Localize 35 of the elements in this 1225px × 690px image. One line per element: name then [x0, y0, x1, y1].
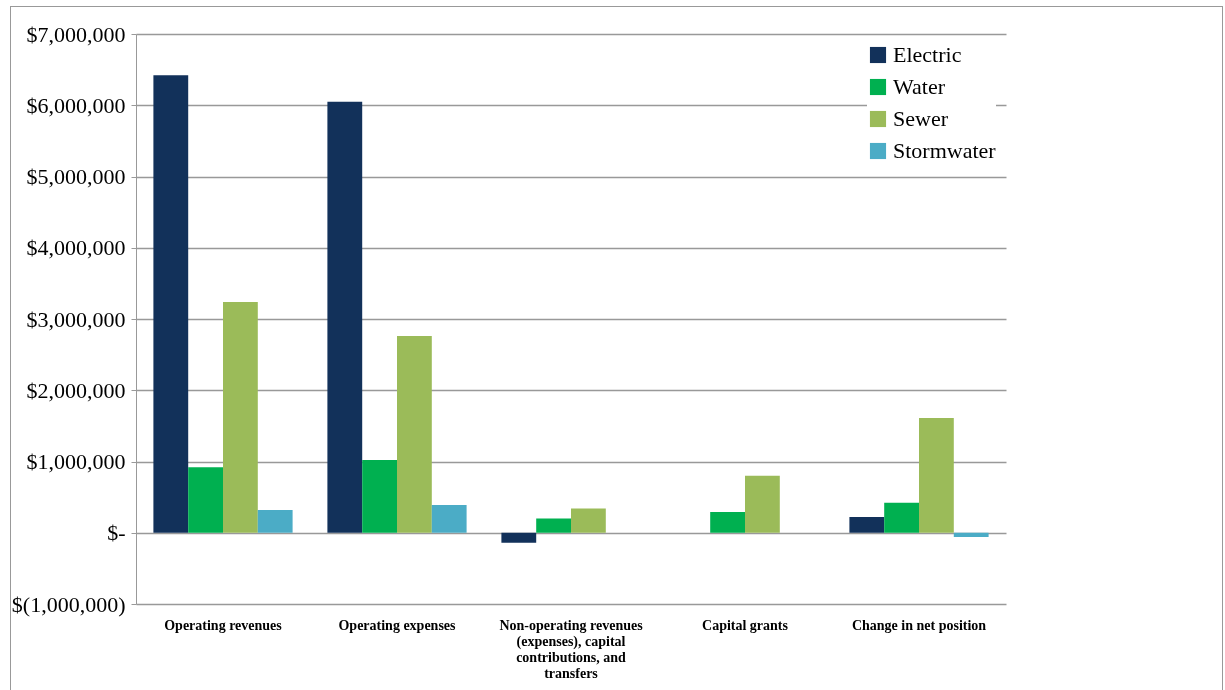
x-tick-label: Change in net position: [851, 617, 987, 633]
bar: [362, 460, 397, 533]
bar: [327, 101, 363, 533]
bar: [397, 336, 432, 533]
bar: [571, 508, 606, 533]
x-tick-label: Operating revenues: [164, 617, 283, 633]
bar: [745, 475, 780, 533]
legend-label: Stormwater: [893, 138, 997, 163]
bar: [953, 532, 989, 538]
bar: [153, 75, 189, 533]
y-tick-label: $6,000,000: [26, 92, 126, 118]
bar: [501, 532, 537, 543]
x-tick-label: Capital grants: [702, 617, 789, 633]
legend-label: Sewer: [893, 106, 949, 131]
y-tick-label: $1,000,000: [26, 449, 126, 474]
bar: [536, 518, 571, 533]
bar: [849, 517, 885, 533]
bar: [188, 467, 223, 533]
x-tick-label: Operating expenses: [338, 617, 457, 633]
bar: [257, 509, 293, 533]
bar: [884, 502, 919, 533]
x-tick-label: Non-operating revenues (expenses), capital contributions, and transfers: [499, 617, 644, 681]
bar: [919, 418, 954, 533]
y-tick-label: $2,000,000: [26, 377, 126, 403]
y-tick-label: $5,000,000: [26, 164, 126, 189]
bar: [223, 301, 258, 533]
y-tick-label: $7,000,000: [26, 21, 126, 47]
y-tick-label: $-: [107, 520, 126, 546]
y-tick-label: $(1,000,000): [11, 591, 126, 617]
y-tick-label: $4,000,000: [26, 235, 126, 261]
bar: [710, 512, 745, 533]
legend-label: Water: [893, 74, 946, 99]
y-tick-label: $3,000,000: [26, 306, 126, 332]
legend-label: Electric: [893, 42, 962, 67]
bar: [431, 504, 467, 533]
